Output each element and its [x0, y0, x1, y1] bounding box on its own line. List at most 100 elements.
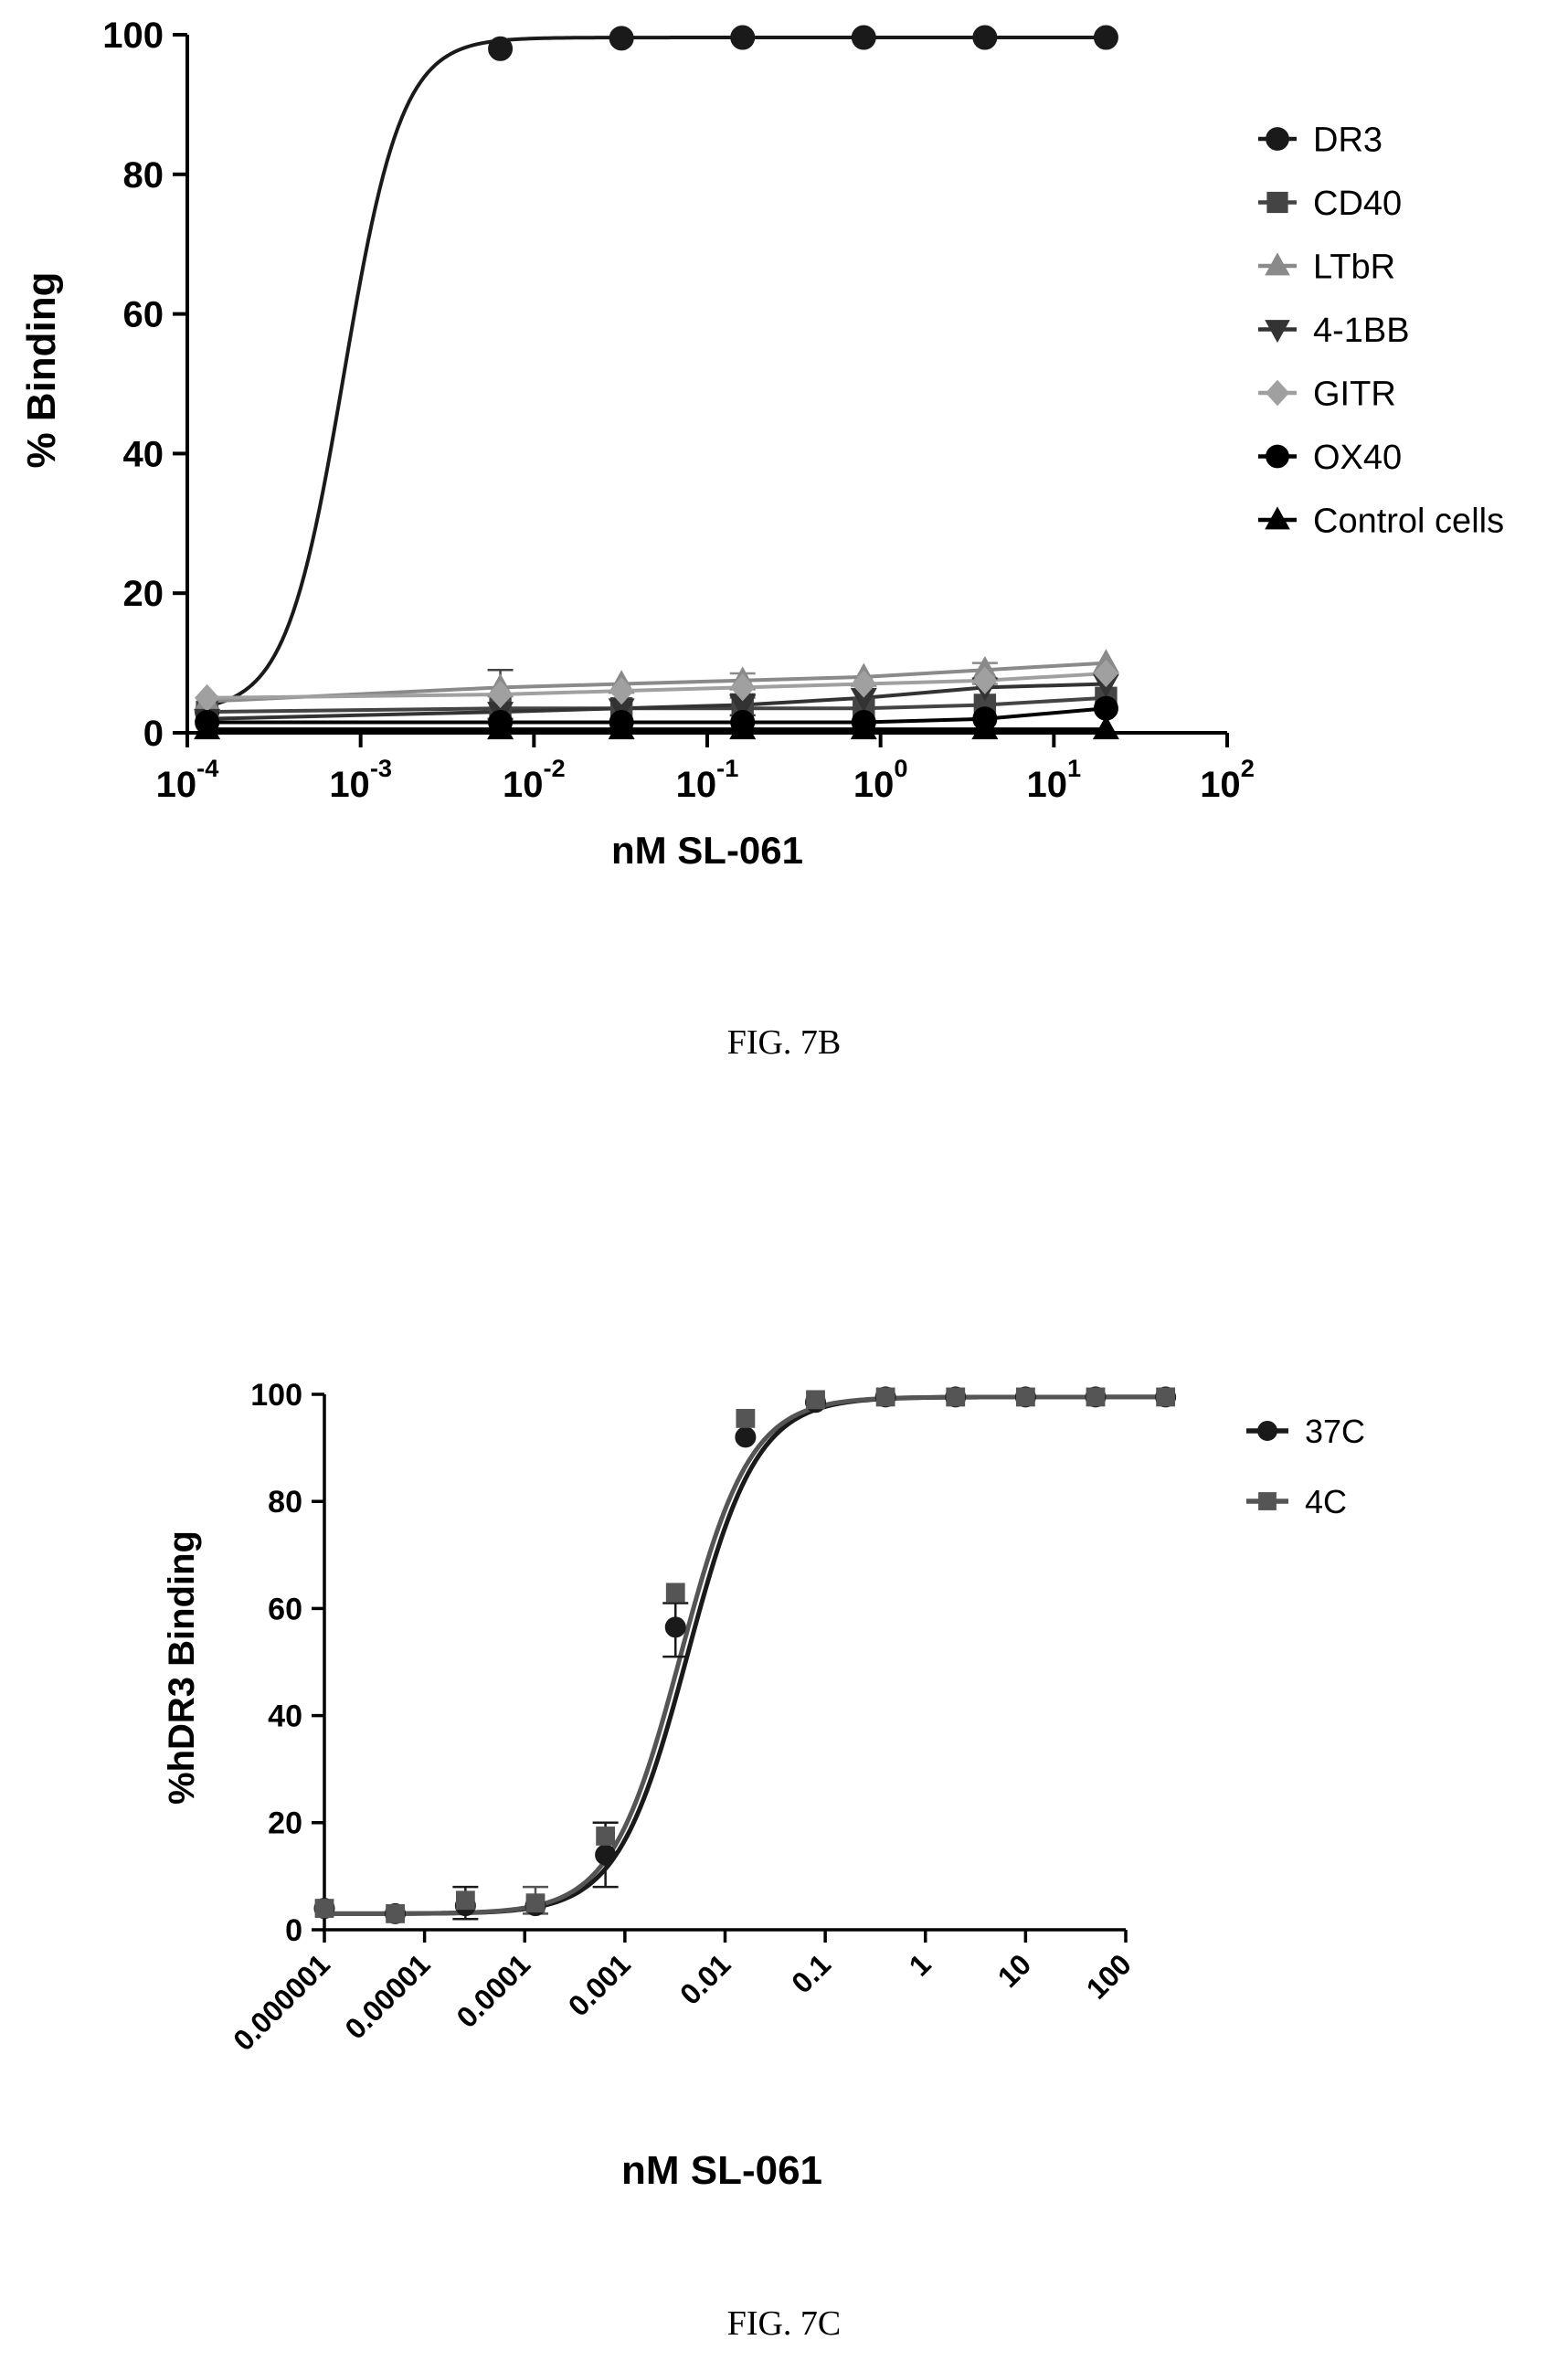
chart-7c-x-tick-label: 0.000001 [227, 1947, 336, 2057]
chart-7b-legend-marker [1265, 506, 1290, 530]
chart-7b-legend: DR3 CD40 LTbR 4-1BB GITR OX40 Control cells [1258, 122, 1504, 541]
chart-7b-legend-label: LTbR [1313, 249, 1395, 287]
chart-7c-point-4c [1156, 1387, 1176, 1407]
chart-7c-legend-item-37c: 37C [1246, 1413, 1365, 1450]
chart-7c-point-4c [596, 1827, 616, 1846]
chart-7c-y-tick-label: 100 [250, 1378, 302, 1413]
chart-7b-y-tick-label: 80 [123, 155, 164, 196]
chart-7b-legend-marker [1266, 191, 1288, 214]
chart-7b-legend-item-cd40: CD40 [1258, 185, 1402, 223]
chart-7b-x-axis-title: nM SL-061 [611, 829, 803, 872]
chart-7b-y-tick-label: 0 [143, 714, 164, 754]
chart-7b-legend-label: Control cells [1313, 503, 1504, 541]
chart-7b-point-gitr [1093, 660, 1119, 688]
chart-7c-point-4c [1015, 1387, 1035, 1407]
chart-7b-point-gitr [730, 673, 756, 702]
chart-7c-legend-label: 37C [1305, 1413, 1365, 1450]
chart-7b-point-gitr [609, 677, 634, 705]
chart-7b-y-tick-label: 40 [123, 434, 164, 474]
chart-7c-point-37c [735, 1426, 757, 1448]
chart-7b-points [194, 25, 1119, 740]
chart-7b-point-gitr [851, 670, 876, 698]
chart-7b-legend-marker [1266, 127, 1289, 151]
chart-7b-point-dr3 [488, 36, 514, 61]
chart-7c-point-4c [1086, 1387, 1106, 1407]
chart-7b-legend-label: 4-1BB [1313, 312, 1410, 350]
chart-7b-point-dr3 [609, 26, 634, 51]
chart-7c-point-4c [875, 1387, 895, 1407]
chart-7b-legend-marker [1265, 379, 1290, 407]
chart-7b-x-tick-label: 10-3 [329, 754, 392, 805]
chart-7b-point-control-cells [850, 715, 877, 740]
chart-7b-curve-cd40 [207, 695, 1107, 715]
chart-7b-point-control-cells [971, 715, 999, 740]
chart-7b-point-dr3 [730, 25, 756, 50]
chart-7b-y-axis-title: % Binding [19, 271, 64, 468]
chart-7c-point-37c [595, 1844, 617, 1866]
chart-7c-ticks: 0 20 40 60 80 100 0.000001 0.00001 0.0001 0.001 0.… [227, 1378, 1138, 2057]
chart-7c-x-tick-label: 0.00001 [338, 1947, 436, 2045]
chart-7b-legend-item-gitr: GITR [1258, 376, 1396, 414]
chart-7c-y-tick-label: 80 [268, 1485, 302, 1520]
chart-7c-x-tick-label: 1 [903, 1947, 938, 1982]
chart-7b-point-control-cells [487, 715, 514, 740]
chart-7c-point-4c [525, 1893, 546, 1913]
chart-7c-legend-marker [1257, 1421, 1277, 1441]
chart-7c-fit-curves [324, 1394, 1166, 1916]
chart-7b-point-gitr [972, 666, 998, 694]
chart-7c-point-4c [736, 1408, 756, 1428]
chart-7c-y-tick-label: 60 [268, 1592, 302, 1626]
chart-7b-legend-item-4-1bb: 4-1BB [1258, 312, 1410, 350]
chart-7b-legend-label: OX40 [1313, 439, 1402, 477]
chart-7c-point-4c [455, 1890, 475, 1911]
chart-7b-curve-dr3 [207, 36, 1107, 708]
chart-7b-fit-curves [207, 36, 1107, 732]
chart-7c-x-axis-title: nM SL-061 [621, 2148, 822, 2193]
chart-7c-point-4c [314, 1899, 334, 1918]
chart-7b-x-tick-label: 10-2 [503, 754, 566, 805]
chart-7c-y-axis-title: %hDR3 Binding [162, 1530, 202, 1805]
chart-7c-point-4c [386, 1904, 405, 1923]
chart-7b-x-tick-label: 102 [1200, 754, 1255, 805]
chart-7c-point-4c [946, 1387, 966, 1407]
chart-7b-y-tick-label: 60 [123, 295, 164, 335]
chart-7b-y-tick-label: 100 [102, 16, 164, 56]
chart-7b-legend-item-dr3: DR3 [1258, 122, 1383, 160]
chart-7c-x-tick-label: 100 [1080, 1947, 1138, 2005]
chart-7c-x-tick-label: 0.1 [785, 1947, 837, 1999]
chart-fig-7c: 0 20 40 60 80 100 0.000001 0.00001 0.0001 0.001 0.… [162, 1378, 1365, 2193]
chart-7c-x-tick-label: 0.0001 [450, 1947, 537, 2034]
chart-7c-legend-marker [1258, 1492, 1277, 1510]
chart-7b-x-tick-label: 100 [853, 754, 908, 805]
chart-7c-x-tick-label: 0.001 [562, 1947, 637, 2022]
chart-7b-legend-item-control-cells: Control cells [1258, 503, 1504, 541]
chart-7b-point-dr3 [851, 25, 876, 50]
chart-7b-legend-marker [1266, 444, 1289, 469]
chart-7b-legend-item-ox40: OX40 [1258, 439, 1402, 477]
chart-7c-curve-4c [324, 1394, 1166, 1916]
chart-7c-legend-item-4c: 4C [1246, 1483, 1347, 1520]
chart-7b-legend-label: CD40 [1313, 185, 1402, 223]
chart-7c-y-tick-label: 0 [285, 1913, 302, 1948]
chart-7b-legend-label: GITR [1313, 376, 1396, 414]
chart-7b-point-control-cells [608, 715, 635, 740]
chart-7b-legend-marker [1265, 320, 1290, 344]
chart-7b-point-dr3 [972, 25, 998, 50]
chart-7b-x-tick-label: 10-4 [156, 754, 219, 805]
chart-7b-point-control-cells [1092, 715, 1119, 740]
fig-7c-caption: FIG. 7C [727, 2304, 842, 2343]
chart-7b-legend-marker [1265, 252, 1290, 276]
chart-fig-7b: 0 20 40 60 80 100 10-4 10-3 10-2 10-1 100 101 102 nM… [19, 16, 1504, 872]
chart-7c-point-4c [665, 1583, 685, 1603]
chart-7c-legend-label: 4C [1305, 1483, 1347, 1520]
chart-7c-x-tick-label: 10 [991, 1947, 1038, 1994]
chart-7c-points [313, 1386, 1177, 1924]
chart-7c-point-4c [806, 1390, 825, 1410]
chart-7b-x-tick-label: 10-1 [676, 754, 739, 805]
chart-7b-point-dr3 [1093, 25, 1118, 50]
chart-7b-ticks: 0 20 40 60 80 100 10-4 10-3 10-2 10-1 100 101 102 [102, 16, 1255, 805]
chart-7b-point-control-cells [194, 715, 221, 740]
fig-7b-caption: FIG. 7B [727, 1023, 842, 1062]
chart-7c-curve-37c [324, 1394, 1166, 1916]
